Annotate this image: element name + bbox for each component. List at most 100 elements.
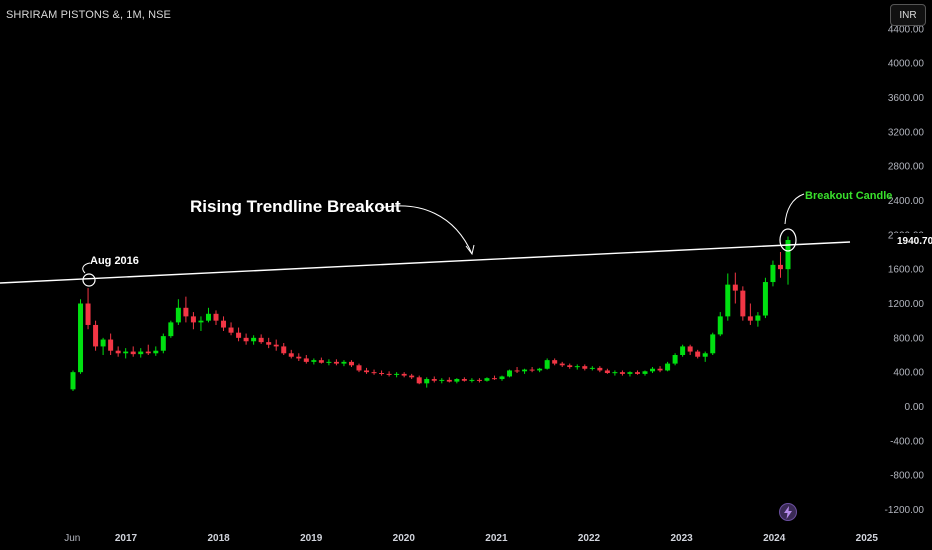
candle-body [634,372,640,374]
candle-body [431,379,437,381]
candle-body [273,344,279,347]
candle-body [205,313,211,321]
candle-body [326,361,332,363]
candle [454,378,460,384]
candle-body [544,360,550,369]
candle-body [439,379,445,381]
candle-body [281,346,287,354]
candle [401,372,407,378]
candle [138,348,144,358]
candle-body [288,353,294,357]
x-axis[interactable]: Jun 2017 2018 2019 2020 2021 2022 2023 2024 2025 [64,533,878,544]
candle-body [198,320,204,323]
candle-body [251,337,257,342]
candle [311,358,317,365]
x-tick-label: 2019 [300,533,323,544]
candles [70,236,791,392]
candle-body [228,327,234,333]
candle-body [747,316,753,321]
y-tick-label: 400.00 [893,368,924,379]
candle-body [476,379,482,381]
candle [695,349,701,359]
candle [491,375,497,380]
candle [205,307,211,323]
candle [93,320,99,351]
y-axis[interactable]: -1200.00 -800.00 -400.00 0.00 400.00 800.00 12… [885,24,925,516]
candle [409,373,415,380]
candle-body [552,360,558,364]
candle-body [123,351,129,354]
candle-body [341,361,347,364]
candle [627,371,633,377]
candle [597,366,603,373]
candle-body [333,361,339,364]
candle-body [717,316,723,335]
x-tick-label: 2021 [485,533,508,544]
candle-body [522,369,528,372]
currency-button[interactable]: INR [890,4,926,26]
candle [725,273,731,321]
candle [665,361,671,372]
y-tick-label: 4400.00 [888,24,925,35]
candle [273,339,279,351]
candle-body [582,366,588,369]
lightning-icon[interactable] [779,503,797,521]
candle [476,378,482,383]
x-tick-label: 2023 [670,533,693,544]
candle [619,370,625,376]
candle-body [537,368,543,371]
candle [160,333,166,354]
candle [364,367,370,374]
candle [145,344,151,356]
candle [529,367,535,373]
candle [702,351,708,362]
y-tick-label: 3200.00 [888,127,925,138]
trendline-breakout-label: Rising Trendline Breakout [190,197,401,216]
candle-body [175,307,181,323]
candle [747,303,753,325]
candle [687,344,693,356]
x-tick-label: 2022 [578,533,601,544]
candle-body [424,379,430,384]
candle-body [243,337,249,342]
candle-body [507,370,513,377]
candle-body [499,376,505,380]
candle [85,288,91,330]
candle [183,296,189,323]
candle-body [93,324,99,347]
candle-body [732,284,738,291]
candle [732,272,738,304]
candle-body [394,373,400,375]
candle [288,349,294,359]
candle [356,363,362,373]
candle [296,353,302,362]
candle-body [514,370,520,372]
candle-body [665,363,671,371]
candle-body [672,355,678,364]
y-tick-label: 1200.00 [888,299,925,310]
candle [379,370,385,376]
candle-body [236,332,242,338]
candle-body [221,320,227,328]
candle [198,316,204,331]
candle [108,333,114,356]
candle [642,370,648,376]
y-tick-label: 0.00 [905,402,925,413]
candle [582,364,588,371]
candle [318,357,324,364]
candle [243,333,249,345]
candle-body [78,303,84,373]
candle-body [401,373,407,376]
rising-trendline[interactable] [0,241,851,284]
candle [100,337,106,356]
candle [499,375,505,381]
candle [755,312,761,327]
candle [326,359,332,366]
candle [424,377,430,388]
candle-body [296,356,302,359]
candle [78,299,84,374]
candle-body [604,370,610,374]
candle-body [650,368,656,372]
symbol-header: SHRIRAM PISTONS &, 1M, NSE [6,9,171,21]
